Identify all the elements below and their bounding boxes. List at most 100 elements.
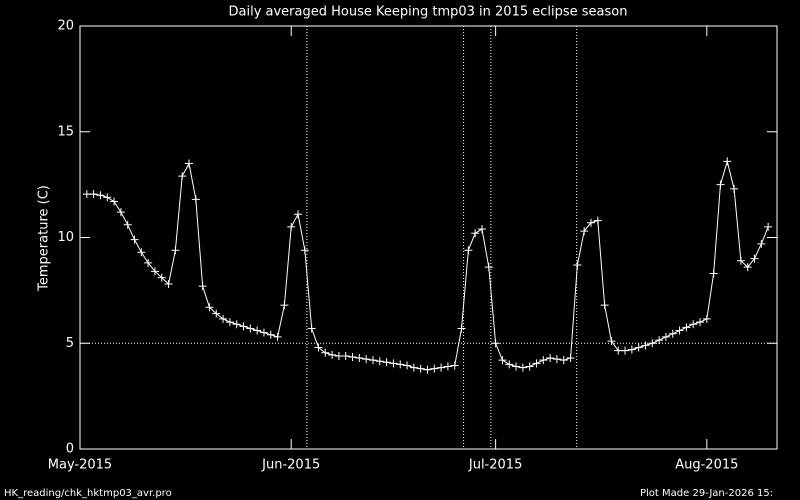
marker (348, 352, 357, 361)
marker (484, 263, 493, 272)
marker (757, 239, 766, 248)
y-tick-label: 15 (57, 124, 74, 139)
marker (321, 348, 330, 357)
x-tick-label: Jul-2015 (468, 458, 522, 473)
marker (82, 190, 91, 199)
marker (164, 280, 173, 289)
marker (253, 326, 262, 335)
marker (512, 362, 521, 371)
marker (314, 343, 323, 352)
marker (621, 346, 630, 355)
marker (648, 339, 657, 348)
marker (743, 263, 752, 272)
marker (477, 225, 486, 234)
marker (498, 356, 507, 365)
marker (580, 227, 589, 236)
marker (437, 363, 446, 372)
marker (355, 354, 364, 363)
marker (471, 229, 480, 238)
y-axis-label: Temperature (C) (37, 185, 52, 292)
marker (341, 351, 350, 360)
marker (89, 190, 98, 199)
marker (668, 329, 677, 338)
x-tick-label: May-2015 (48, 458, 112, 473)
marker (607, 337, 616, 346)
marker (409, 363, 418, 372)
marker (328, 350, 337, 359)
marker (525, 362, 534, 371)
marker (368, 356, 377, 365)
marker (382, 358, 391, 367)
marker (403, 361, 412, 370)
marker (505, 360, 514, 369)
marker (716, 180, 725, 189)
marker (614, 346, 623, 355)
marker (430, 364, 439, 373)
marker (764, 222, 773, 231)
marker (205, 303, 214, 312)
y-tick-label: 5 (66, 336, 74, 351)
marker (273, 332, 282, 341)
marker (150, 267, 159, 276)
marker (546, 354, 555, 363)
y-tick-label: 10 (57, 230, 74, 245)
marker (641, 341, 650, 350)
marker (389, 359, 398, 368)
marker (396, 360, 405, 369)
marker (416, 364, 425, 373)
marker (689, 320, 698, 329)
marker (96, 191, 105, 200)
marker (212, 309, 221, 318)
marker (375, 357, 384, 366)
marker (300, 246, 309, 255)
marker (750, 254, 759, 263)
marker (219, 314, 228, 323)
footer-left: HK_reading/chk_hktmp03_avr.pro (4, 488, 172, 499)
plot-frame (79, 25, 778, 450)
marker (137, 248, 146, 257)
marker (634, 343, 643, 352)
marker (586, 218, 595, 227)
marker (593, 216, 602, 225)
marker (116, 208, 125, 217)
marker (457, 324, 466, 333)
marker (539, 356, 548, 365)
marker (191, 195, 200, 204)
marker (198, 282, 207, 291)
marker (696, 318, 705, 327)
marker (559, 356, 568, 365)
marker (730, 184, 739, 193)
marker (702, 314, 711, 323)
marker (723, 157, 732, 166)
y-tick-label: 20 (57, 19, 74, 34)
marker (627, 345, 636, 354)
marker (661, 332, 670, 341)
marker (518, 363, 527, 372)
marker (709, 269, 718, 278)
marker (443, 362, 452, 371)
marker (157, 273, 166, 282)
marker (450, 361, 459, 370)
marker (130, 235, 139, 244)
marker (362, 355, 371, 364)
marker (464, 246, 473, 255)
marker (232, 320, 241, 329)
x-tick-label: Aug-2015 (675, 458, 738, 473)
marker (491, 339, 500, 348)
marker (552, 355, 561, 364)
x-tick-label: Jun-2015 (261, 458, 320, 473)
marker (736, 256, 745, 265)
marker (675, 326, 684, 335)
marker (682, 323, 691, 332)
marker (334, 351, 343, 360)
marker (266, 330, 275, 339)
marker (185, 159, 194, 168)
marker (655, 336, 664, 345)
marker (110, 197, 119, 206)
marker (566, 354, 575, 363)
marker (144, 258, 153, 267)
marker (178, 172, 187, 181)
marker (532, 359, 541, 368)
marker (123, 220, 132, 229)
